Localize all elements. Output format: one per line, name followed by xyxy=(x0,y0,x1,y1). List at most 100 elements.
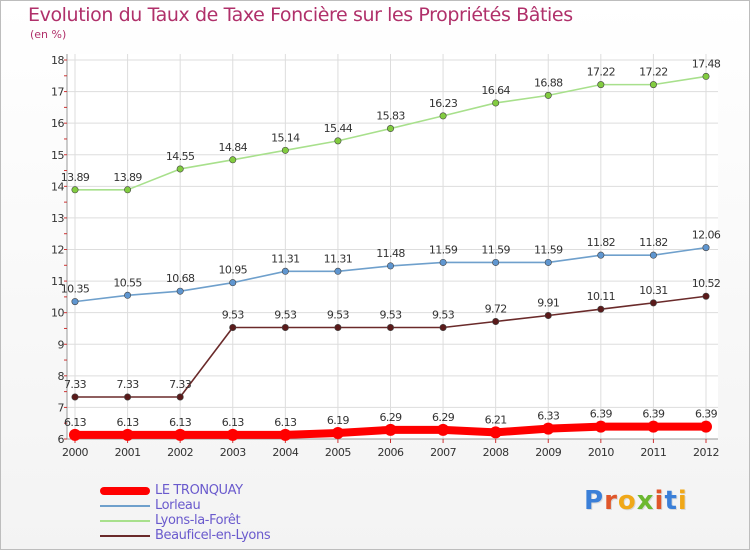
data-label: 10.11 xyxy=(587,290,616,303)
data-label: 11.31 xyxy=(271,252,300,265)
x-tick-label: 2007 xyxy=(430,446,456,459)
x-tick-label: 2000 xyxy=(62,446,88,459)
data-point xyxy=(176,287,184,295)
data-point xyxy=(226,428,239,441)
data-point xyxy=(69,428,81,441)
data-point xyxy=(649,299,657,307)
data-label: 6.21 xyxy=(485,413,507,426)
data-point xyxy=(597,305,605,313)
data-point xyxy=(492,318,500,326)
data-label: 6.13 xyxy=(274,416,297,429)
y-tick-label: 18 xyxy=(51,54,64,67)
x-tick-label: 2006 xyxy=(378,446,404,459)
x-tick-label: 2005 xyxy=(325,446,351,459)
data-label: 6.39 xyxy=(642,408,665,421)
data-label: 14.55 xyxy=(166,150,195,163)
data-point xyxy=(647,420,660,433)
data-point xyxy=(279,428,292,441)
x-tick-label: 2009 xyxy=(535,446,561,459)
data-point xyxy=(439,258,447,266)
data-label: 11.59 xyxy=(534,243,563,256)
data-label: 6.33 xyxy=(537,410,560,423)
data-label: 11.82 xyxy=(639,236,668,249)
y-tick-label: 8 xyxy=(58,370,65,383)
data-label: 11.59 xyxy=(481,243,510,256)
legend-label: Beauficel-en-Lyons xyxy=(155,528,271,543)
x-tick-label: 2002 xyxy=(167,446,193,459)
x-tick-label: 2011 xyxy=(640,446,666,459)
data-label: 10.95 xyxy=(219,264,248,277)
data-label: 6.39 xyxy=(590,408,613,421)
data-label: 16.88 xyxy=(534,76,563,89)
logo-letter: P xyxy=(584,486,605,516)
data-point xyxy=(702,72,710,80)
data-label: 6.13 xyxy=(169,416,192,429)
logo-letter: i xyxy=(677,486,688,516)
data-point xyxy=(331,426,344,439)
data-label: 16.64 xyxy=(481,84,510,97)
data-label: 9.53 xyxy=(222,309,245,322)
data-label: 10.35 xyxy=(61,283,90,296)
data-point xyxy=(176,393,184,401)
logo-letter: t xyxy=(664,486,678,516)
data-point xyxy=(71,298,79,306)
data-point xyxy=(489,426,502,439)
y-tick-label: 14 xyxy=(51,180,64,193)
data-label: 10.68 xyxy=(166,272,195,285)
data-point xyxy=(334,137,342,145)
data-point xyxy=(702,244,710,252)
data-point xyxy=(386,125,394,133)
x-tick-label: 2008 xyxy=(483,446,509,459)
data-point xyxy=(229,279,237,287)
y-tick-label: 16 xyxy=(51,117,64,130)
data-point xyxy=(281,146,289,154)
data-point xyxy=(334,324,342,332)
data-label: 7.33 xyxy=(169,378,192,391)
data-point xyxy=(386,262,394,270)
data-label: 9.53 xyxy=(432,309,455,322)
data-point xyxy=(594,420,607,433)
x-tick-label: 2003 xyxy=(220,446,246,459)
x-tick-label: 2001 xyxy=(115,446,141,459)
data-point xyxy=(544,258,552,266)
data-label: 11.59 xyxy=(429,243,458,256)
data-label: 15.44 xyxy=(324,122,353,135)
chart-title: Evolution du Taux de Taxe Foncière sur l… xyxy=(28,4,573,26)
data-point xyxy=(700,420,712,433)
y-tick-label: 9 xyxy=(58,338,65,351)
legend-swatch xyxy=(100,505,150,507)
logo-letter: o xyxy=(617,486,637,516)
data-point xyxy=(384,423,397,436)
data-label: 12.06 xyxy=(692,229,721,242)
data-point xyxy=(334,267,342,275)
logo-letter: x xyxy=(636,486,655,516)
data-label: 13.89 xyxy=(113,171,142,184)
data-point xyxy=(544,312,552,320)
data-label: 16.23 xyxy=(429,97,458,110)
data-point xyxy=(229,156,237,164)
data-label: 9.72 xyxy=(485,303,507,316)
y-tick-label: 17 xyxy=(51,86,64,99)
data-label: 10.31 xyxy=(639,284,668,297)
data-point xyxy=(71,186,79,194)
legend-swatch xyxy=(100,520,150,522)
y-tick-label: 11 xyxy=(51,275,64,288)
data-label: 15.14 xyxy=(271,131,300,144)
data-label: 9.53 xyxy=(327,309,350,322)
y-tick-label: 10 xyxy=(51,307,64,320)
data-point xyxy=(174,428,187,441)
legend-swatch xyxy=(100,535,150,537)
data-point xyxy=(492,258,500,266)
y-tick-label: 7 xyxy=(58,401,65,414)
data-label: 6.29 xyxy=(379,411,402,424)
data-label: 11.31 xyxy=(324,252,353,265)
data-label: 15.83 xyxy=(376,110,405,123)
logo-letter: i xyxy=(654,486,665,516)
legend-swatch xyxy=(100,487,150,495)
data-point xyxy=(649,81,657,89)
data-point xyxy=(281,324,289,332)
legend-label: Lorleau xyxy=(155,498,201,513)
x-tick-label: 2010 xyxy=(588,446,614,459)
y-tick-label: 13 xyxy=(51,212,64,225)
